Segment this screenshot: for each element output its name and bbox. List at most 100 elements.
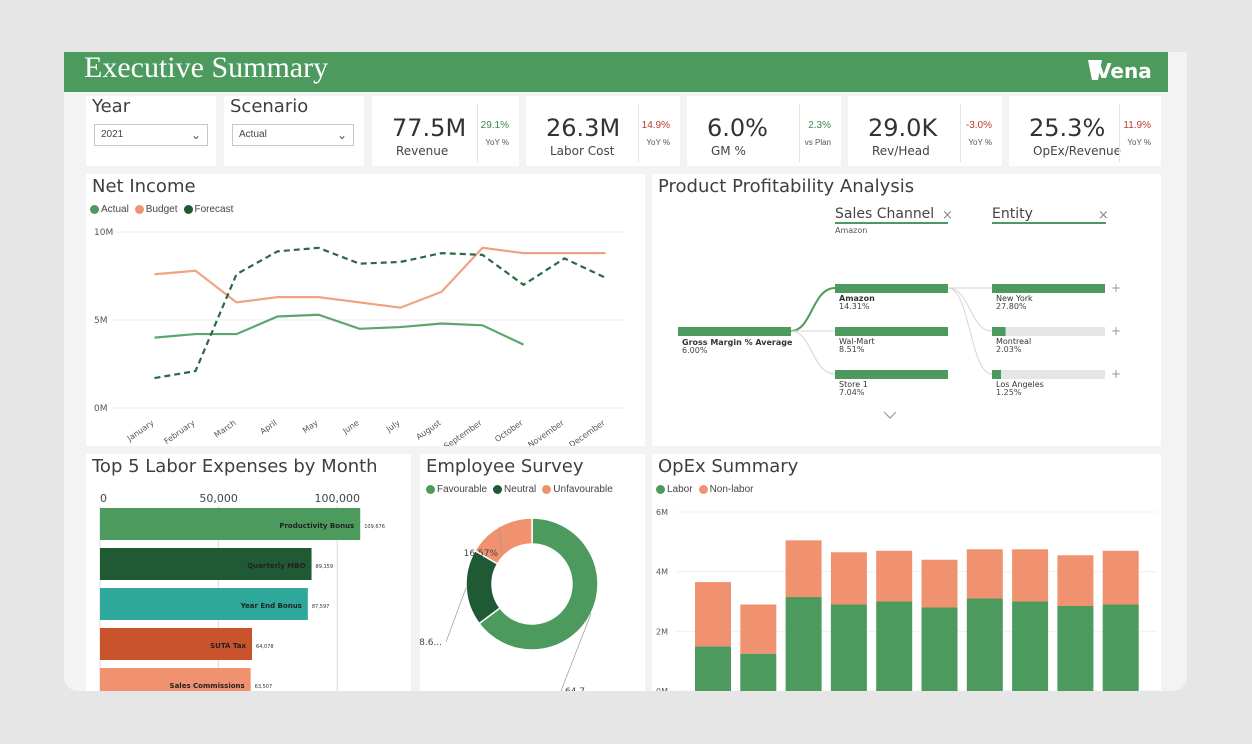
bar-label: Productivity Bonus [279,522,354,530]
slice-value-label: 16.57% [464,549,499,559]
legend-item-non-labor[interactable]: Non-labor [698,484,754,495]
channel-value: 8.51% [839,345,865,354]
kpi-divider [960,104,961,162]
legend-item-forecast[interactable]: Forecast [183,204,233,215]
kpi-label: Labor Cost [550,144,615,158]
slice-leader-line [498,526,503,554]
slice-value-label: 64.7... [565,687,594,691]
kpi-card[interactable]: 29.0K Rev/Head -3.0% YoY % [848,96,1002,166]
year-label: Year [92,96,131,117]
kpi-divider [477,104,478,162]
year-slicer: Year 2021 ⌄ [86,96,216,166]
kpi-divider [638,104,639,162]
y-tick-label: 4M [656,568,668,577]
legend-item-unfavourable[interactable]: Unfavourable [542,484,613,495]
kpi-label: OpEx/Revenue [1033,144,1122,158]
bar-label: SUTA Tax [210,642,246,650]
kpi-card[interactable]: 26.3M Labor Cost 14.9% YoY % [526,96,680,166]
root-label: Gross Margin % Average [682,338,793,347]
entity-bar [992,284,1105,293]
tree-connector [947,287,993,332]
entity-header: Entity [992,206,1033,222]
bar-year-end-bonus [100,588,308,620]
bar-labor [695,646,731,691]
expand-plus-icon: + [1111,367,1121,381]
profitability-panel: Product Profitability Analysis Sales Cha… [652,174,1161,446]
kpi-card[interactable]: 25.3% OpEx/Revenue 11.9% YoY % [1009,96,1161,166]
opex-title: OpEx Summary [658,456,799,477]
bar-value-label: 109,676 [364,524,385,530]
chevron-down-icon: ⌄ [336,128,347,142]
x-tick-label: September [442,418,484,446]
legend-item-favourable[interactable]: Favourable [426,484,487,495]
scenario-dropdown[interactable]: Actual ⌄ [232,124,354,146]
labor-chart[interactable]: 0 50,000 100,000 Productivity Bonus 109,676 Q… [86,454,411,691]
decomposition-tree[interactable]: Sales Channel × Amazon Entity × Gross Margin … [652,174,1161,446]
survey-donut-chart[interactable]: 64.7... 18.6... 16.57% [420,454,645,691]
kpi-value: 29.0K [868,114,938,142]
entity-bar-bg [992,327,1105,336]
opex-chart[interactable]: 0M 2M 4M 6M [652,454,1161,691]
opex-panel: OpEx Summary Labor Non-labor 0M 2M 4M 6M [652,454,1161,691]
legend-item-actual[interactable]: Actual [90,204,129,215]
entity-label: Los Angeles [996,380,1044,389]
channel-bar [835,284,948,293]
year-dropdown[interactable]: 2021 ⌄ [94,124,208,146]
legend-item-budget[interactable]: Budget [134,204,178,215]
legend-item-neutral[interactable]: Neutral [493,484,536,495]
bar-labor [876,601,913,691]
bar-suta-tax [100,628,253,660]
channel-bar [835,370,948,379]
series-line-forecast [154,246,606,380]
entity-bar [992,370,1002,379]
kpi-value: 6.0% [707,114,768,142]
x-tick-label: November [526,418,566,446]
kpi-value: 25.3% [1029,114,1106,142]
channel-bar [835,327,948,336]
x-tick-label: 50,000 [199,492,238,505]
x-tick-label: February [162,418,196,446]
bar-quarterly-mbo [100,548,312,580]
tree-connector [790,330,836,375]
kpi-value: 77.5M [392,114,467,142]
scenario-slicer: Scenario Actual ⌄ [224,96,364,166]
y-tick-label: 0M [656,687,668,691]
x-tick-label: 100,000 [315,492,361,505]
kpi-delta: 11.9% [1123,120,1151,131]
x-tick-label: March [213,418,238,439]
entity-bar-bg [992,370,1105,379]
kpi-card[interactable]: 6.0% GM % 2.3% vs Plan [687,96,841,166]
entity-label: New York [996,294,1033,303]
slice-value-label: 18.6... [420,638,442,648]
y-tick-label: 0M [94,404,108,414]
x-tick-label: April [258,418,278,436]
bar-non-labor [830,552,867,605]
entity-label: Montreal [996,337,1031,346]
bar-value-label: 63,507 [255,684,273,690]
survey-title: Employee Survey [426,456,584,477]
bar-labor [921,607,958,691]
kpi-card[interactable]: 77.5M Revenue 29.1% YoY % [372,96,519,166]
net-income-chart[interactable]: 0M 5M 10M January February March April May June J… [86,174,645,446]
sales-channel-filter: Amazon [835,226,867,235]
slice-unfavourable [473,517,533,565]
bar-value-label: 87,597 [312,604,330,610]
channel-value: 7.04% [839,388,865,397]
slice-leader-line [445,587,467,643]
chevron-down-icon [883,411,897,419]
expand-plus-icon: + [1111,281,1121,295]
kpi-delta: 2.3% [808,120,831,131]
close-icon: × [942,208,953,223]
kpi-label: GM % [711,144,746,158]
x-tick-label: October [493,418,525,444]
bar-non-labor [921,559,958,608]
y-tick-label: 5M [94,316,108,326]
survey-legend: Favourable Neutral Unfavourable [426,484,613,495]
x-tick-label: 0 [100,492,107,505]
legend-item-labor[interactable]: Labor [656,484,693,495]
bar-productivity-bonus [100,508,361,540]
bar-non-labor [785,540,822,598]
close-icon: × [1098,208,1109,223]
channel-label: Wal-Mart [839,337,875,346]
root-value: 6.00% [682,346,708,355]
